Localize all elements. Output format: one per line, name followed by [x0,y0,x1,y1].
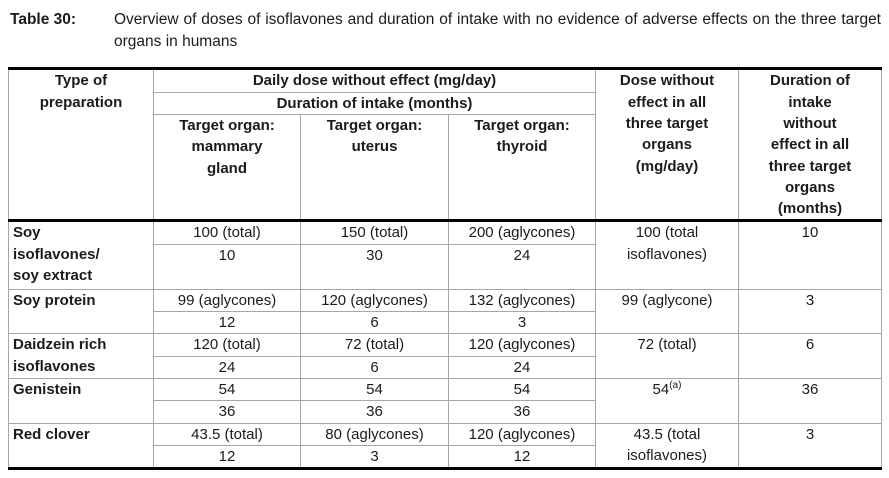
dose-all-value: 99 (aglycone) [621,291,713,309]
dose-mammary-cell: 99 (aglycones) [153,288,301,313]
row-soy-isoflavones-doses: Soy isoflavones/ soy extract 100 (total)… [8,220,882,290]
dose-all-value: 43.5 (total isoflavones) [626,425,708,464]
dose-all-organs-cell: 100 (total isoflavones) [595,220,739,290]
header-duration-of-intake: Duration of intake (months) [153,91,596,115]
row-soy-isoflavones-durations: 10 30 24 [9,243,882,290]
row-genistein-durations: 36 36 36 [9,400,882,424]
dose-mammary-cell: 120 (total) [153,333,301,357]
dose-all-value: 54 [652,380,670,398]
header-row-target-organs: Target organ: mammary gland Target organ… [9,113,882,223]
duration-mammary-cell: 12 [153,444,301,470]
row-red-clover-durations: 12 3 12 [9,444,882,470]
table-caption-label: Table 30: [10,11,77,28]
dose-all-value: 72 (total) [637,336,697,354]
duration-thyroid-cell: 12 [448,444,596,470]
duration-thyroid-cell: 3 [448,311,596,335]
dose-uterus-cell: 150 (total) [300,220,449,245]
header-target-organ-uterus: Target organ: uterus [300,113,449,223]
header-target-organ-thyroid: Target organ: thyroid [448,113,596,223]
duration-thyroid-cell: 24 [448,355,596,379]
header-type-of-preparation: Type of preparation [8,68,154,223]
header-dose-all-organs: Dose without effect in all three target … [595,68,739,223]
dose-all-organs-cell: 99 (aglycone) [595,288,739,335]
dose-thyroid-cell: 120 (aglycones) [448,422,596,446]
dose-all-organs-cell: 43.5 (total isoflavones) [595,422,739,470]
dose-thyroid-cell: 200 (aglycones) [448,220,596,245]
table-header: Type of preparation Daily dose without e… [8,68,882,223]
duration-all-organs-cell: 36 [738,377,882,424]
duration-all-organs-cell: 3 [738,288,882,335]
row-genistein-doses: Genistein 54 54 54 54(a) 36 [8,377,882,424]
duration-uterus-cell: 6 [300,355,449,379]
dose-mammary-cell: 100 (total) [153,220,301,245]
duration-all-organs-cell: 3 [738,422,882,470]
dose-mammary-cell: 43.5 (total) [153,422,301,446]
header-row-duration-of-intake: Duration of intake (months) [9,91,882,115]
duration-all-organs-cell: 10 [738,220,882,290]
table-caption: Table 30: Overview of doses of isoflavon… [10,9,881,52]
duration-uterus-cell: 6 [300,311,449,335]
header-daily-dose-without-effect: Daily dose without effect (mg/day) [153,68,596,93]
duration-thyroid-cell: 36 [448,400,596,424]
prep-label-red-clover: Red clover [8,422,154,470]
dose-uterus-cell: 120 (aglycones) [300,288,449,313]
prep-label-soy-protein: Soy protein [8,288,154,335]
footnote-label: (a): [12,474,33,478]
prep-label-soy-isoflavones: Soy isoflavones/ soy extract [8,220,154,290]
duration-mammary-cell: 24 [153,355,301,379]
header-duration-all-organs: Duration of intake without effect in all… [738,68,882,223]
prep-label-daidzein: Daidzein rich isoflavones [8,333,154,379]
duration-all-organs-cell: 6 [738,333,882,379]
dose-mammary-cell: 54 [153,377,301,402]
row-soy-protein-durations: 12 6 3 [9,311,882,335]
row-red-clover-doses: Red clover 43.5 (total) 80 (aglycones) 1… [8,422,882,470]
dose-uterus-cell: 54 [300,377,449,402]
table-caption-text: Overview of doses of isoflavones and dur… [114,11,881,50]
dose-all-value: 100 (total isoflavones) [626,224,708,263]
row-soy-protein-doses: Soy protein 99 (aglycones) 120 (aglycone… [8,288,882,335]
duration-mammary-cell: 12 [153,311,301,335]
dose-thyroid-cell: 120 (aglycones) [448,333,596,357]
dose-uterus-cell: 80 (aglycones) [300,422,449,446]
dose-all-organs-cell: 54(a) [595,377,739,424]
header-target-organ-mammary-gland: Target organ: mammary gland [153,113,301,223]
dose-all-organs-cell: 72 (total) [595,333,739,379]
dose-thyroid-cell: 132 (aglycones) [448,288,596,313]
duration-thyroid-cell: 24 [448,243,596,290]
duration-mammary-cell: 10 [153,243,301,290]
table-footnote: (a): From the same clinical trial. [12,474,881,478]
row-daidzein-doses: Daidzein rich isoflavones 120 (total) 72… [8,333,882,379]
duration-mammary-cell: 36 [153,400,301,424]
dose-uterus-cell: 72 (total) [300,333,449,357]
header-row-daily-dose: Type of preparation Daily dose without e… [8,68,882,223]
footnote-text: From the same clinical trial. [44,474,214,478]
row-daidzein-durations: 24 6 24 [9,355,882,379]
isoflavone-doses-table: Type of preparation Daily dose without e… [8,67,882,471]
prep-label-genistein: Genistein [8,377,154,424]
duration-uterus-cell: 3 [300,444,449,470]
dose-thyroid-cell: 54 [448,377,596,402]
duration-uterus-cell: 30 [300,243,449,290]
footnote-ref-a: (a) [669,379,682,391]
duration-uterus-cell: 36 [300,400,449,424]
table-body: Soy isoflavones/ soy extract 100 (total)… [8,220,882,470]
